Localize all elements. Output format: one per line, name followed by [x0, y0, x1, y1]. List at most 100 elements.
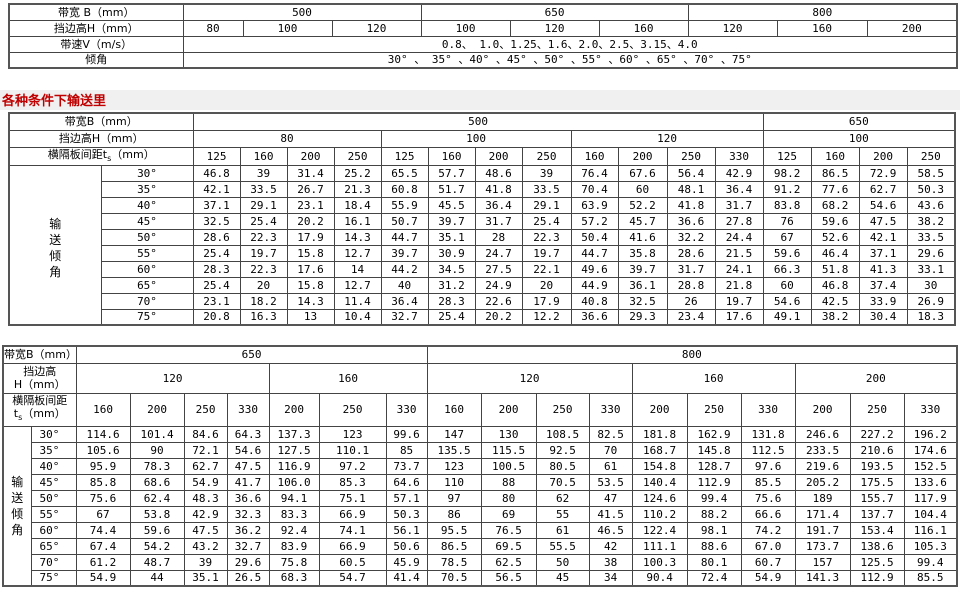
- table-row: 45° 85.8 68.6 54.9 41.7 106.0 85.3 64.6 110 88 70.…: [3, 473, 958, 491]
- capacity-value: 40: [380, 276, 429, 294]
- capacity-value: 50.7: [380, 212, 429, 230]
- sidewall-height-value: 80: [182, 19, 244, 37]
- cleat-spacing-value: 250: [535, 392, 590, 427]
- cleat-spacing-value: 250: [906, 146, 956, 166]
- capacity-value: 54.7: [318, 569, 387, 587]
- conveying-angle-label: 输送倾角: [8, 164, 102, 326]
- capacity-value: 110.2: [631, 505, 688, 523]
- sidewall-height-value: 100: [242, 19, 333, 37]
- capacity-value: 12.7: [333, 244, 382, 262]
- capacity-value: 25.4: [192, 276, 241, 294]
- capacity-value: 101.4: [129, 425, 185, 443]
- capacity-value: 25.4: [192, 244, 241, 262]
- capacity-value: 14.3: [286, 292, 335, 310]
- capacity-value: 52.6: [810, 228, 860, 246]
- capacity-value: 70: [588, 441, 633, 459]
- capacity-value: 117.9: [903, 489, 958, 507]
- capacity-value: 44.9: [570, 276, 619, 294]
- capacity-value: 17.9: [286, 228, 335, 246]
- capacity-value: 41.5: [588, 505, 633, 523]
- capacity-value: 123: [318, 425, 387, 443]
- capacity-value: 19.7: [239, 244, 288, 262]
- capacity-value: 21.5: [714, 244, 764, 262]
- capacity-value: 60.5: [318, 553, 387, 571]
- capacity-value: 110.1: [318, 441, 387, 459]
- capacity-value: 128.7: [686, 457, 742, 475]
- capacity-value: 30: [906, 276, 956, 294]
- capacity-value: 90.4: [631, 569, 688, 587]
- capacity-value: 174.6: [903, 441, 958, 459]
- capacity-value: 76: [762, 212, 812, 230]
- sidewall-height-value: 80: [192, 129, 382, 148]
- capacity-value: 12.7: [333, 276, 382, 294]
- capacity-value: 152.5: [903, 457, 958, 475]
- capacity-value: 22.3: [239, 260, 288, 278]
- capacity-value: 13: [286, 308, 335, 326]
- cleat-spacing-value: 330: [714, 146, 764, 166]
- table-row: 35° 42.1 33.5 26.7 21.3 60.8 51.7 41.8 33.5 70.4 6…: [9, 180, 956, 198]
- cleat-spacing-value: 250: [333, 146, 382, 166]
- capacity-value: 56.1: [385, 521, 428, 539]
- capacity-value: 54.9: [75, 569, 131, 587]
- cleat-spacing-value: 200: [474, 146, 523, 166]
- capacity-value: 141.3: [794, 569, 851, 587]
- capacity-value: 23.4: [666, 308, 716, 326]
- capacity-value: 82.5: [588, 425, 633, 443]
- capacity-value: 47.5: [858, 212, 908, 230]
- capacity-value: 63.9: [570, 196, 619, 214]
- capacity-value: 50: [535, 553, 590, 571]
- capacity-value: 17.9: [521, 292, 572, 310]
- capacity-value: 78.5: [426, 553, 482, 571]
- capacity-value: 56.4: [666, 164, 716, 182]
- capacity-value: 32.7: [380, 308, 429, 326]
- table-row: 65° 67.4 54.2 43.2 32.7 83.9 66.9 50.6 86.5 69.5 5…: [3, 537, 958, 555]
- capacity-value: 157: [794, 553, 851, 571]
- capacity-value: 66.9: [318, 537, 387, 555]
- sidewall-height-value: 120: [75, 362, 270, 394]
- capacity-value: 64.6: [385, 473, 428, 491]
- cleat-spacing-value: 250: [521, 146, 572, 166]
- cleat-spacing-value: 330: [903, 392, 958, 427]
- table-row: 输送倾角 30° 46.8 39 31.4 25.2 65.5 57.7 48.6 39 76.4 6…: [8, 164, 956, 326]
- capacity-value: 10.4: [333, 308, 382, 326]
- belt-speed-label: 带速V（m/s）: [8, 35, 184, 53]
- capacity-value: 39.7: [380, 244, 429, 262]
- capacity-value: 31.7: [474, 212, 523, 230]
- capacity-value: 83.3: [268, 505, 320, 523]
- capacity-value: 112.9: [849, 569, 905, 587]
- capacity-value: 105.6: [75, 441, 131, 459]
- capacity-value: 41.4: [385, 569, 428, 587]
- capacity-value: 75.8: [268, 553, 320, 571]
- sidewall-height-value: 100: [380, 129, 572, 148]
- capacity-value: 45.9: [385, 553, 428, 571]
- capacity-value: 72.1: [183, 441, 228, 459]
- capacity-value: 24.9: [474, 276, 523, 294]
- capacity-value: 23.1: [192, 292, 241, 310]
- capacity-value: 12.2: [521, 308, 572, 326]
- capacity-value: 32.7: [226, 537, 270, 555]
- capacity-value: 95.5: [426, 521, 482, 539]
- capacity-value: 97: [426, 489, 482, 507]
- capacity-value: 210.6: [849, 441, 905, 459]
- cleat-spacing-value: 160: [810, 146, 860, 166]
- capacity-value: 168.7: [631, 441, 688, 459]
- angle-value: 35°: [100, 180, 194, 198]
- capacity-value: 30.4: [858, 308, 908, 326]
- table-row: 75° 54.9 44 35.1 26.5 68.3 54.7 41.4 70.5 56.5 45 3…: [3, 569, 958, 587]
- capacity-value: 91.2: [762, 180, 812, 198]
- capacity-value: 64.3: [226, 425, 270, 443]
- table-row: 50° 75.6 62.4 48.3 36.6 94.1 75.1 57.1 97 80 62 47 1…: [3, 489, 958, 507]
- sidewall-height-value: 200: [866, 19, 958, 37]
- capacity-value: 189: [794, 489, 851, 507]
- angle-value: 65°: [30, 537, 77, 555]
- capacity-value: 36.6: [570, 308, 619, 326]
- capacity-value: 23.1: [286, 196, 335, 214]
- capacity-value: 48.6: [474, 164, 523, 182]
- angle-value: 30°: [100, 164, 194, 182]
- table-row: 75° 20.8 16.3 13 10.4 32.7 25.4 20.2 12.2 36.6 29.…: [9, 308, 956, 326]
- capacity-value: 27.5: [474, 260, 523, 278]
- capacity-value: 18.3: [906, 308, 956, 326]
- capacity-value: 32.5: [617, 292, 668, 310]
- capacity-value: 36.6: [666, 212, 716, 230]
- cleat-spacing-value: 125: [762, 146, 812, 166]
